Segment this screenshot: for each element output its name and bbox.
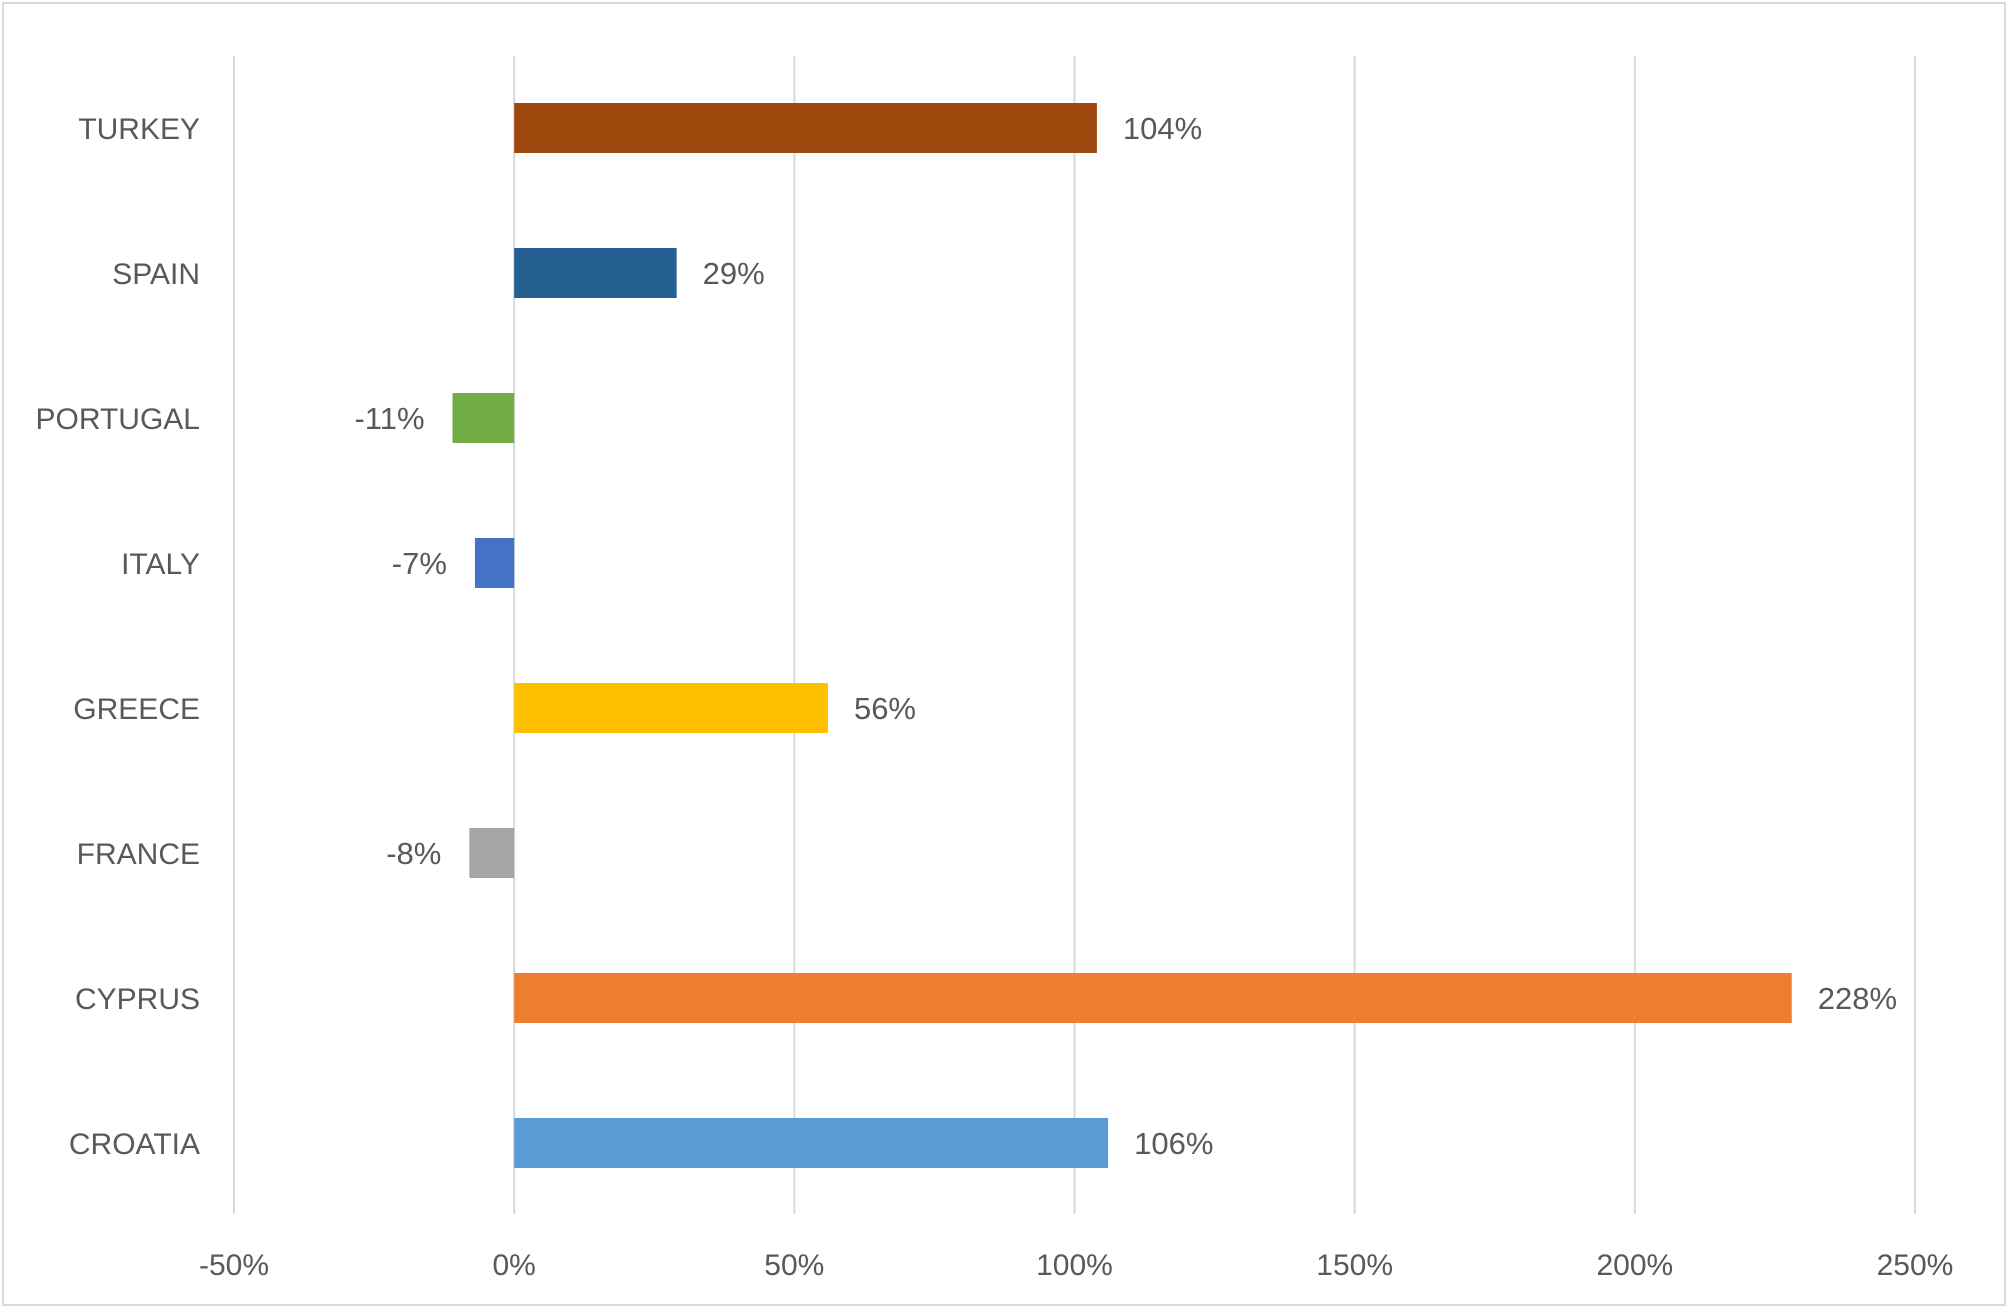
x-tick-label: 250% — [1877, 1249, 1954, 1282]
data-label: 29% — [703, 256, 765, 291]
category-label: FRANCE — [77, 838, 200, 871]
data-label: -7% — [392, 546, 447, 581]
data-label: 104% — [1123, 111, 1202, 146]
x-tick-label: 0% — [492, 1249, 535, 1282]
bar-italy — [474, 538, 515, 588]
bar-spain — [514, 248, 677, 298]
data-label: -11% — [354, 401, 424, 436]
bar-cyprus — [514, 973, 1792, 1023]
category-label: PORTUGAL — [36, 403, 201, 436]
x-tick-label: -50% — [199, 1249, 269, 1282]
category-label: ITALY — [121, 548, 200, 581]
labels: -50% 0% 50% 100% 150% 200% 250% TURKEY 104% SPAIN… — [36, 111, 1954, 1282]
bar-portugal — [452, 393, 515, 443]
bar-greece — [514, 683, 828, 733]
data-label: -8% — [386, 836, 441, 871]
x-tick-label: 200% — [1596, 1249, 1673, 1282]
data-label: 228% — [1818, 981, 1897, 1016]
gridlines — [233, 56, 1916, 1214]
category-label: GREECE — [73, 693, 200, 726]
x-tick-label: 100% — [1036, 1249, 1113, 1282]
data-label: 56% — [854, 691, 916, 726]
bars — [452, 103, 1792, 1168]
bar-croatia — [514, 1118, 1109, 1168]
x-tick-label: 50% — [764, 1249, 824, 1282]
bar-turkey — [514, 103, 1097, 153]
category-label: TURKEY — [78, 113, 200, 146]
bar-france — [469, 828, 515, 878]
category-label: CYPRUS — [75, 983, 200, 1016]
data-label: 106% — [1134, 1126, 1213, 1161]
category-label: CROATIA — [69, 1128, 200, 1161]
x-tick-label: 150% — [1316, 1249, 1393, 1282]
category-label: SPAIN — [112, 258, 200, 291]
